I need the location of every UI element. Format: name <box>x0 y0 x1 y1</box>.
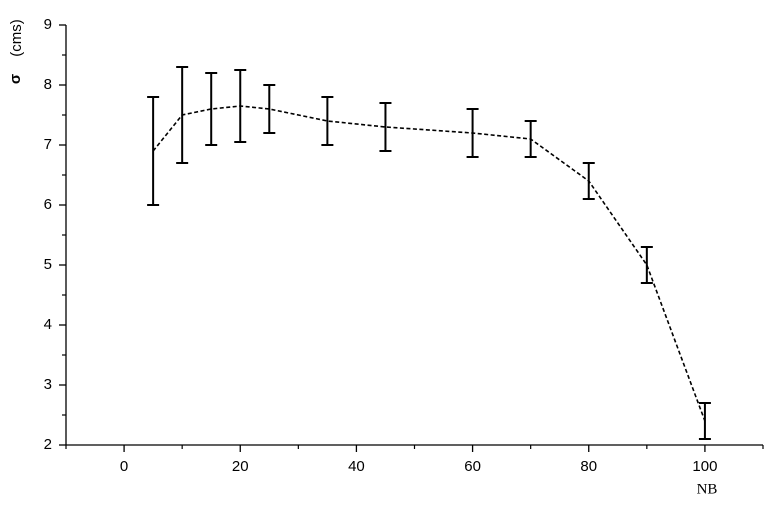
y-axis-label: σ <box>7 74 24 84</box>
error-bar <box>698 402 711 440</box>
error-bar <box>466 108 479 158</box>
y-tick-label: 4 <box>44 316 52 333</box>
y-tick-label: 6 <box>44 196 52 213</box>
x-tick-label: 100 <box>692 458 717 475</box>
y-tick-label: 3 <box>44 376 52 393</box>
error-bar <box>524 120 537 158</box>
y-tick-label: 5 <box>44 256 52 273</box>
y-tick-label: 2 <box>44 436 52 453</box>
line <box>152 105 706 422</box>
x-tick-label: 0 <box>120 458 128 475</box>
error-bar <box>321 96 334 146</box>
error-bar <box>582 162 595 200</box>
x-axis-label: NB <box>697 481 718 497</box>
error-bar <box>263 84 276 134</box>
y-axis-unit: (cms) <box>8 19 25 57</box>
error-bar <box>205 72 218 146</box>
error-bar <box>234 69 247 143</box>
error-bar <box>176 66 189 164</box>
y-tick-label: 9 <box>44 16 52 33</box>
error-bar <box>147 96 160 206</box>
x-tick-label: 20 <box>232 458 249 475</box>
error-bar <box>379 102 392 152</box>
error-bar <box>640 246 653 284</box>
y-tick-label: 8 <box>44 76 52 93</box>
x-tick-label: 80 <box>580 458 597 475</box>
y-tick-label: 7 <box>44 136 52 153</box>
x-tick-label: 40 <box>348 458 365 475</box>
x-tick-label: 60 <box>464 458 481 475</box>
